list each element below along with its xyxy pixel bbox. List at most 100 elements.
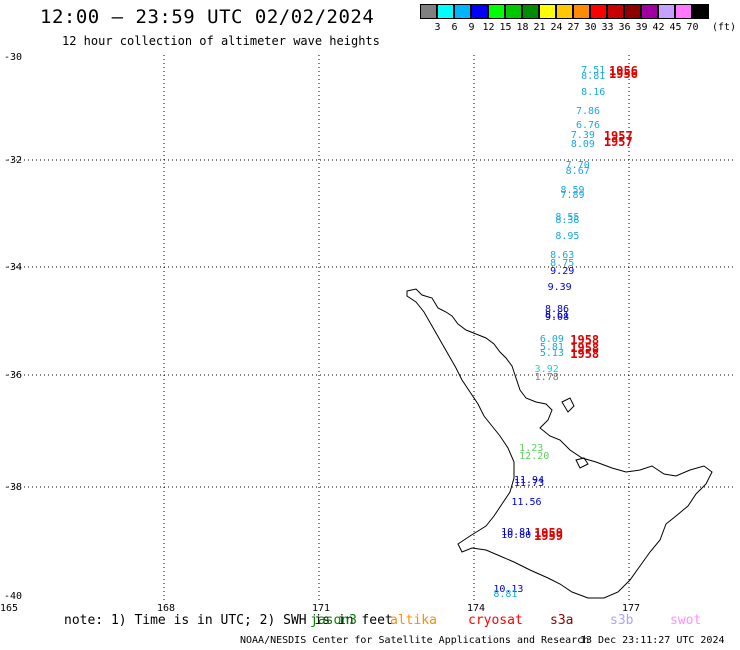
lat-label: -38 [4,482,23,493]
legend-label: 33 [601,22,614,33]
wave-height-value: 8.61 [545,309,570,321]
wave-height-value: 8.86 [545,304,570,316]
track-year-label: 1957 [603,129,633,144]
north-island-coastline [406,288,713,599]
wave-height-value: 1.23 [519,442,544,454]
wave-height-value: 3.92 [534,363,559,375]
wave-height-value: 8.67 [565,165,590,177]
great-barrier-island [561,397,575,413]
legend-label: 24 [550,22,563,33]
mission-s3a: s3a [550,613,574,628]
map-subtitle: 12 hour collection of altimeter wave hei… [62,34,380,48]
legend-swatch [437,4,454,19]
wave-height-value: 8.59 [560,184,585,196]
wave-height-value: 11.56 [511,496,542,508]
legend-swatch [454,4,471,19]
legend-swatch [641,4,658,19]
legend-label: 21 [533,22,546,33]
legend-swatch [420,4,437,19]
wave-height-value: 11.73 [514,477,545,489]
legend-label: 39 [635,22,648,33]
mission-s3b: s3b [610,613,634,628]
lon-label: 171 [312,603,331,614]
legend-label: 45 [669,22,682,33]
track-year-label: 1959 [534,525,563,540]
wave-height-value: 9.08 [545,312,570,324]
wave-height-value: 12.20 [519,450,550,462]
wave-height-value: 8.55 [555,211,580,223]
legend-label: 3 [434,22,441,33]
legend-label: 15 [499,22,512,33]
track-year-label: 1958 [570,333,600,348]
wave-height-value: 7.70 [565,160,590,172]
legend-label: 18 [516,22,529,33]
legend-label: 27 [567,22,580,33]
legend-label: 42 [652,22,665,33]
legend-swatch [624,4,641,19]
track-year-label: 1958 [570,341,600,356]
mission-jason3: jason3 [310,613,357,628]
lon-label: 177 [622,603,641,614]
track-year-label: 1959 [534,528,563,543]
legend-swatch [658,4,675,19]
legend-swatch [522,4,539,19]
wave-height-value: 8.63 [550,249,575,261]
wave-height-value: 10.81 [501,526,532,538]
lon-label: 165 [0,603,19,614]
wave-height-value: 8.16 [581,87,606,98]
credit-text: NOAA/NESDIS Center for Satellite Applica… [240,635,590,646]
legend-label: 70 [686,22,699,33]
wave-height-value: 9.39 [547,282,572,294]
wave-height-value: 11.94 [514,475,545,487]
legend-swatch [675,4,692,19]
wave-height-value: 6.76 [576,119,601,131]
legend-label: 9 [468,22,475,33]
track-year-label: 1957 [603,134,633,149]
generated-timestamp: 13 Dec 23:11:27 UTC 2024 [580,635,725,646]
wave-height-value: 8.09 [570,138,595,150]
wave-height-value: 7.86 [576,106,601,117]
lat-label: -40 [4,591,23,602]
legend-swatch [573,4,590,19]
wave-height-value: 10.80 [501,529,532,541]
legend-label: 30 [584,22,597,33]
lat-label: -30 [4,52,23,63]
wave-height-value: 1.78 [534,372,559,384]
wave-height-value: 5.81 [539,342,564,354]
lon-label: 168 [157,603,176,614]
track-year-label: 1958 [570,346,600,361]
lat-gridlines [8,159,735,488]
mission-cryosat: cryosat [468,613,523,628]
wave-height-value: 8.75 [550,258,575,270]
mission-altika: altika [390,613,437,628]
mission-swot: swot [670,613,702,628]
legend-label: 6 [451,22,458,33]
wave-height-value: 8.81 [493,589,518,601]
lat-label: -36 [4,370,23,381]
legend-swatch [590,4,607,19]
track-year-label: 1956 [609,67,638,81]
coromandel-islands [575,457,589,469]
legend-swatch [539,4,556,19]
wave-height-value: 7.51 [581,65,606,77]
lat-label: -34 [4,262,23,273]
legend-swatch [505,4,522,19]
wave-height-value: 9.29 [550,266,575,278]
legend-label: 12 [482,22,495,33]
legend-swatch [471,4,488,19]
wave-height-value: 8.95 [555,230,580,242]
note-text: note: 1) Time is in UTC; 2) SWH is in fe… [64,613,393,628]
lat-label: -32 [4,155,23,166]
legend-swatch [556,4,573,19]
legend-swatch [692,4,709,19]
wave-height-value: 8.38 [555,214,580,226]
legend-unit: (ft) [712,22,737,33]
wave-height-value: 7.39 [570,130,595,142]
wave-height-value: 6.09 [539,334,564,346]
map-title: 12:00 – 23:59 UTC 02/02/2024 [40,6,375,28]
track-year-label: 1956 [609,64,638,79]
wave-height-value: 10.13 [493,583,524,595]
lon-gridlines [163,55,630,600]
legend-swatch [607,4,624,19]
